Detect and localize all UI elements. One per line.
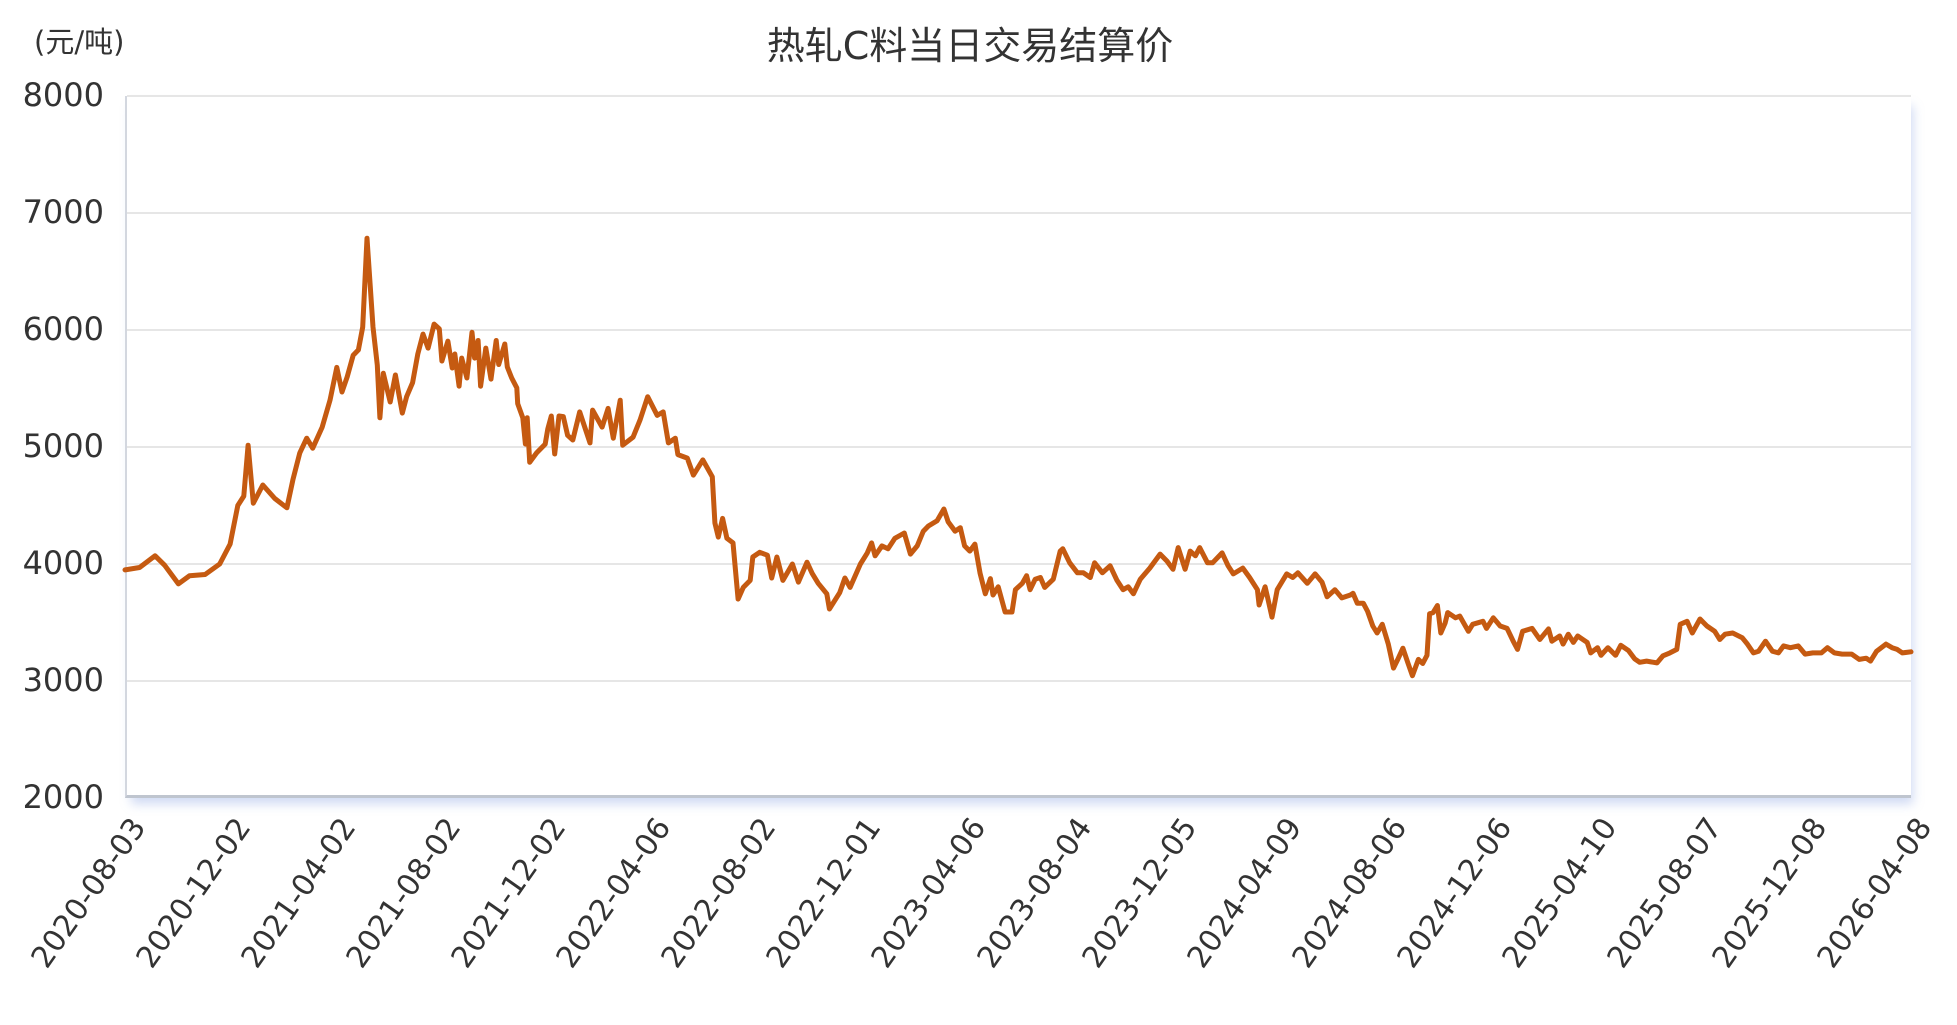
y-tick-label: 7000 bbox=[22, 193, 104, 231]
y-tick-label: 4000 bbox=[22, 544, 104, 582]
y-tick-label: 2000 bbox=[22, 778, 104, 816]
unit-label: (元/吨) bbox=[34, 25, 125, 59]
chart-title: 热轧C料当日交易结算价 bbox=[766, 24, 1174, 68]
gridlines bbox=[127, 95, 1911, 682]
y-tick-label: 5000 bbox=[22, 427, 104, 465]
y-tick-label: 8000 bbox=[22, 76, 104, 114]
price-line bbox=[122, 235, 1914, 679]
y-tick-label: 6000 bbox=[22, 310, 104, 348]
y-tick-label: 3000 bbox=[22, 661, 104, 699]
